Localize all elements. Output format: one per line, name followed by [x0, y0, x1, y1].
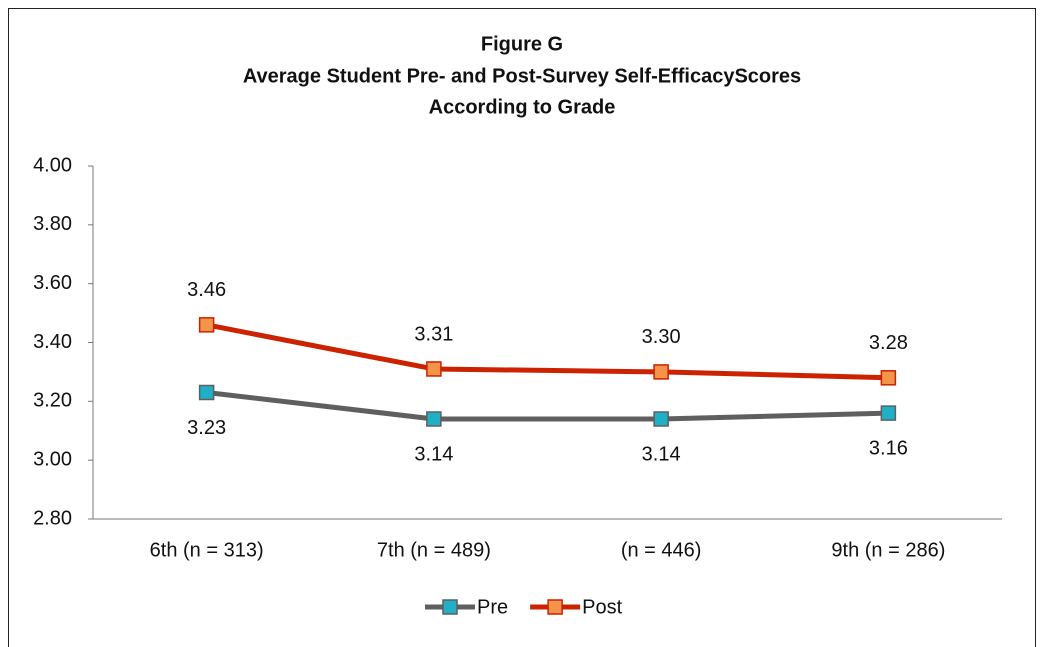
marker	[198, 317, 215, 333]
data-label: 3.30	[642, 326, 681, 348]
y-tick-label: 3.80	[33, 213, 72, 235]
marker	[426, 411, 442, 427]
legend-marker	[442, 599, 458, 615]
data-label: 3.31	[414, 323, 453, 345]
series-line	[206, 322, 889, 381]
marker	[653, 364, 669, 380]
marker	[880, 405, 897, 421]
y-tick-label: 3.60	[33, 272, 72, 294]
x-tick-label: 6th (n = 313)	[150, 539, 264, 561]
y-tick-label: 3.40	[33, 331, 72, 353]
data-label: 3.14	[642, 443, 681, 465]
data-label: 3.23	[187, 417, 226, 439]
y-tick-label: 2.80	[33, 507, 72, 529]
chart-title: Figure G	[481, 33, 563, 55]
x-tick-label: 9th (n = 286)	[831, 539, 945, 561]
data-label: 3.16	[869, 437, 908, 459]
legend-label: Post	[582, 596, 622, 618]
x-tick-label: 7th (n = 489)	[377, 539, 491, 561]
chart-frame	[8, 8, 1036, 647]
y-tick-label: 3.00	[33, 448, 72, 470]
legend-label: Pre	[477, 596, 508, 618]
chart-title: According to Grade	[429, 96, 616, 118]
x-tick-label: (n = 446)	[621, 539, 702, 561]
marker	[198, 384, 215, 401]
data-label: 3.14	[414, 443, 453, 465]
data-label: 3.28	[869, 332, 908, 354]
data-label: 3.46	[187, 279, 226, 301]
chart-title: Average Student Pre- and Post-Survey Sel…	[243, 65, 801, 87]
marker	[653, 411, 669, 427]
y-tick-label: 4.00	[33, 154, 72, 176]
series-line	[206, 390, 889, 422]
marker	[426, 361, 442, 377]
legend-marker	[547, 599, 563, 615]
y-tick-label: 3.20	[33, 390, 72, 412]
marker	[880, 370, 897, 386]
